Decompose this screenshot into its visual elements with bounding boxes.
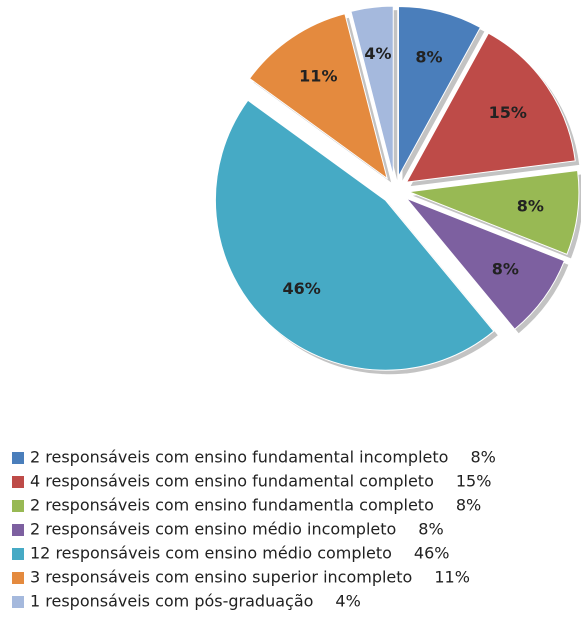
legend-label: 2 responsáveis com ensino fundamentla co… — [30, 496, 434, 515]
legend-swatch — [12, 524, 24, 536]
pie-slice — [248, 13, 388, 180]
legend-value: 8% — [456, 496, 481, 515]
legend-swatch — [12, 500, 24, 512]
pie-slice — [408, 169, 580, 255]
slice-label: 15% — [489, 103, 527, 122]
pie-slice — [405, 197, 566, 330]
legend-swatch — [12, 548, 24, 560]
legend-label: 2 responsáveis com ensino fundamental in… — [30, 448, 448, 467]
pie-slice — [397, 5, 482, 177]
pie-slice — [350, 5, 394, 177]
legend-label: 12 responsáveis com ensino médio complet… — [30, 544, 392, 563]
legend-swatch — [12, 572, 24, 584]
slice-label: 46% — [282, 279, 320, 298]
pie-slice — [405, 32, 576, 183]
slice-label: 8% — [492, 260, 519, 279]
legend-value: 46% — [414, 544, 450, 563]
legend-swatch — [12, 596, 24, 608]
legend-swatch — [12, 452, 24, 464]
legend-value: 8% — [418, 520, 443, 539]
slice-label: 8% — [517, 197, 544, 216]
legend-label: 1 responsáveis com pós-graduação — [30, 592, 313, 611]
legend-value: 4% — [335, 592, 360, 611]
slice-label: 11% — [299, 67, 337, 86]
pie-slice — [214, 99, 495, 371]
legend-value: 11% — [434, 568, 470, 587]
legend-label: 4 responsáveis com ensino fundamental co… — [30, 472, 434, 491]
slice-label: 8% — [415, 47, 442, 66]
legend-label: 2 responsáveis com ensino médio incomple… — [30, 520, 396, 539]
legend-swatch — [12, 476, 24, 488]
legend-label: 3 responsáveis com ensino superior incom… — [30, 568, 412, 587]
legend-value: 8% — [470, 448, 495, 467]
slice-label: 4% — [364, 44, 391, 63]
legend-value: 15% — [456, 472, 492, 491]
